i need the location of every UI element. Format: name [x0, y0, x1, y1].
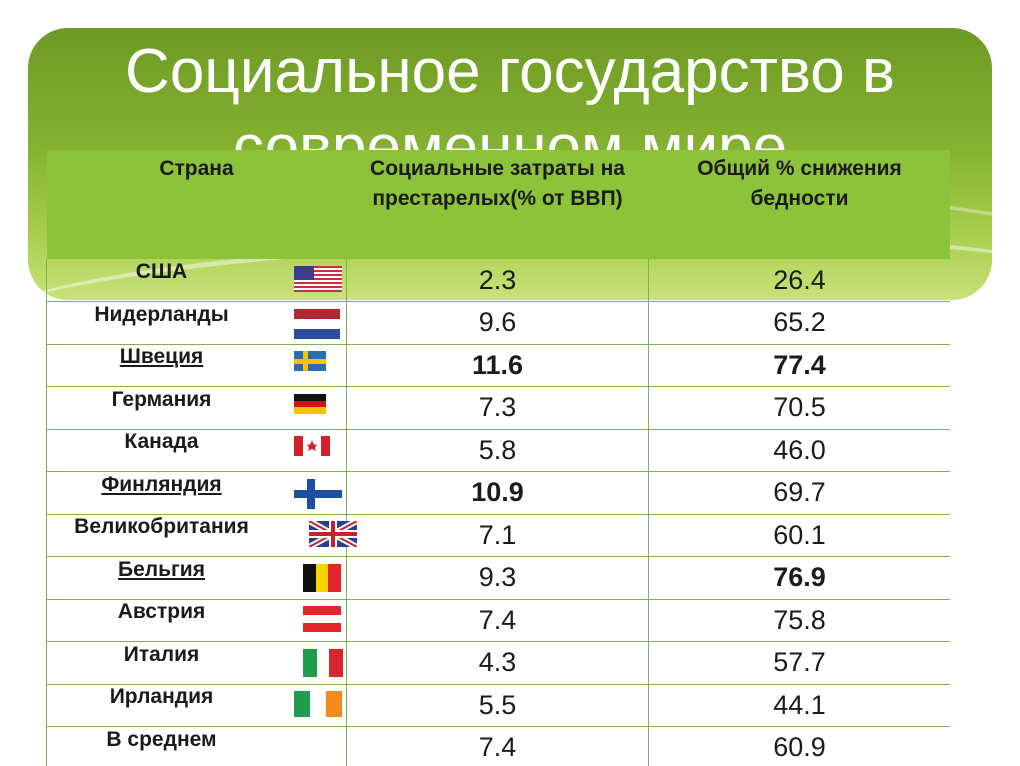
poverty-value: 60.1: [648, 514, 950, 557]
poverty-value: 44.1: [648, 684, 950, 727]
poverty-value: 69.7: [648, 471, 950, 515]
country-name: В среднем: [106, 727, 217, 751]
spending-value: 5.5: [346, 684, 649, 727]
country-name: Ирландия: [109, 685, 214, 709]
country-cell: Италия: [46, 641, 347, 685]
country-name: США: [135, 260, 188, 283]
spending-value: 5.8: [346, 429, 649, 472]
canada-flag-icon: [294, 436, 330, 461]
table-row: Ирландия 5.5 44.1: [46, 684, 950, 727]
spending-value: 9.3: [346, 556, 649, 600]
table-header-row: Страна Социальные затраты на престарелых…: [46, 150, 950, 259]
table-row: Канада 5.8 46.0: [46, 429, 950, 472]
country-name: Германия: [111, 387, 212, 411]
country-cell: США: [46, 259, 347, 302]
country-cell: В среднем: [46, 726, 347, 766]
table-row: В среднем 7.4 60.9: [46, 726, 950, 766]
country-cell: Великобритания: [46, 514, 359, 557]
country-name: Нидерланды: [94, 302, 229, 326]
poverty-value: 76.9: [648, 556, 950, 600]
spending-value: 9.6: [346, 301, 649, 345]
table-row: Финляндия 10.9 69.7: [46, 471, 950, 515]
table-row: Великобритания 7.1 60.1: [46, 514, 950, 557]
ireland-flag-icon: [294, 691, 342, 722]
austria-flag-icon: [303, 606, 341, 637]
country-cell: Финляндия: [46, 471, 347, 515]
table-row: Австрия 7.4 75.8: [46, 599, 950, 642]
country-cell: Германия: [46, 386, 347, 430]
country-cell: Австрия: [46, 599, 347, 642]
spending-value: 7.1: [346, 514, 649, 557]
country-name: Швеция: [119, 345, 204, 369]
spending-value: 11.6: [346, 344, 649, 387]
poverty-value: 57.7: [648, 641, 950, 685]
slide-title-line1: Социальное государство в: [125, 37, 895, 106]
country-cell: Швеция: [46, 344, 347, 387]
country-cell: Канада: [46, 429, 347, 472]
header-country: Страна: [46, 150, 347, 259]
country-name: Великобритания: [74, 515, 249, 539]
poverty-value: 70.5: [648, 386, 950, 430]
poverty-value: 75.8: [648, 599, 950, 642]
country-name: Италия: [123, 642, 200, 666]
table-row: Италия 4.3 57.7: [46, 641, 950, 685]
country-name: Австрия: [117, 600, 206, 624]
germany-flag-icon: [294, 393, 326, 419]
table-row: Бельгия 9.3 76.9: [46, 556, 950, 600]
spending-value: 2.3: [346, 259, 649, 302]
spending-value: 7.3: [346, 386, 649, 430]
country-cell: Бельгия: [46, 556, 347, 600]
poverty-value: 46.0: [648, 429, 950, 472]
country-cell: Нидерланды: [46, 301, 347, 345]
poverty-value: 60.9: [648, 726, 950, 766]
table-row: Германия 7.3 70.5: [46, 386, 950, 430]
poverty-value: 77.4: [648, 344, 950, 387]
usa-flag-icon: [294, 266, 342, 297]
italy-flag-icon: [303, 648, 343, 682]
finland-flag-icon: [294, 478, 342, 514]
country-cell: Ирландия: [46, 684, 347, 727]
country-name: Канада: [124, 430, 199, 454]
uk-flag-icon: [307, 518, 359, 552]
table-row: США 2.3 26.4: [46, 259, 950, 302]
table-row: Нидерланды 9.6 65.2: [46, 301, 950, 345]
table-row: Швеция 11.6 77.4: [46, 344, 950, 387]
spending-value: 7.4: [346, 726, 649, 766]
poverty-value: 65.2: [648, 301, 950, 345]
spending-value: 7.4: [346, 599, 649, 642]
country-name: Финляндия: [101, 472, 222, 496]
header-poverty: Общий % снижения бедности: [648, 150, 950, 259]
sweden-flag-icon: [294, 351, 326, 376]
poverty-table: Страна Социальные затраты на престарелых…: [46, 150, 950, 766]
belgium-flag-icon: [303, 563, 341, 597]
spending-value: 10.9: [346, 471, 649, 515]
country-name: Бельгия: [118, 557, 205, 581]
netherlands-flag-icon: [294, 308, 340, 344]
header-spending: Социальные затраты на престарелых(% от В…: [346, 150, 649, 259]
spending-value: 4.3: [346, 641, 649, 685]
poverty-value: 26.4: [648, 259, 950, 302]
